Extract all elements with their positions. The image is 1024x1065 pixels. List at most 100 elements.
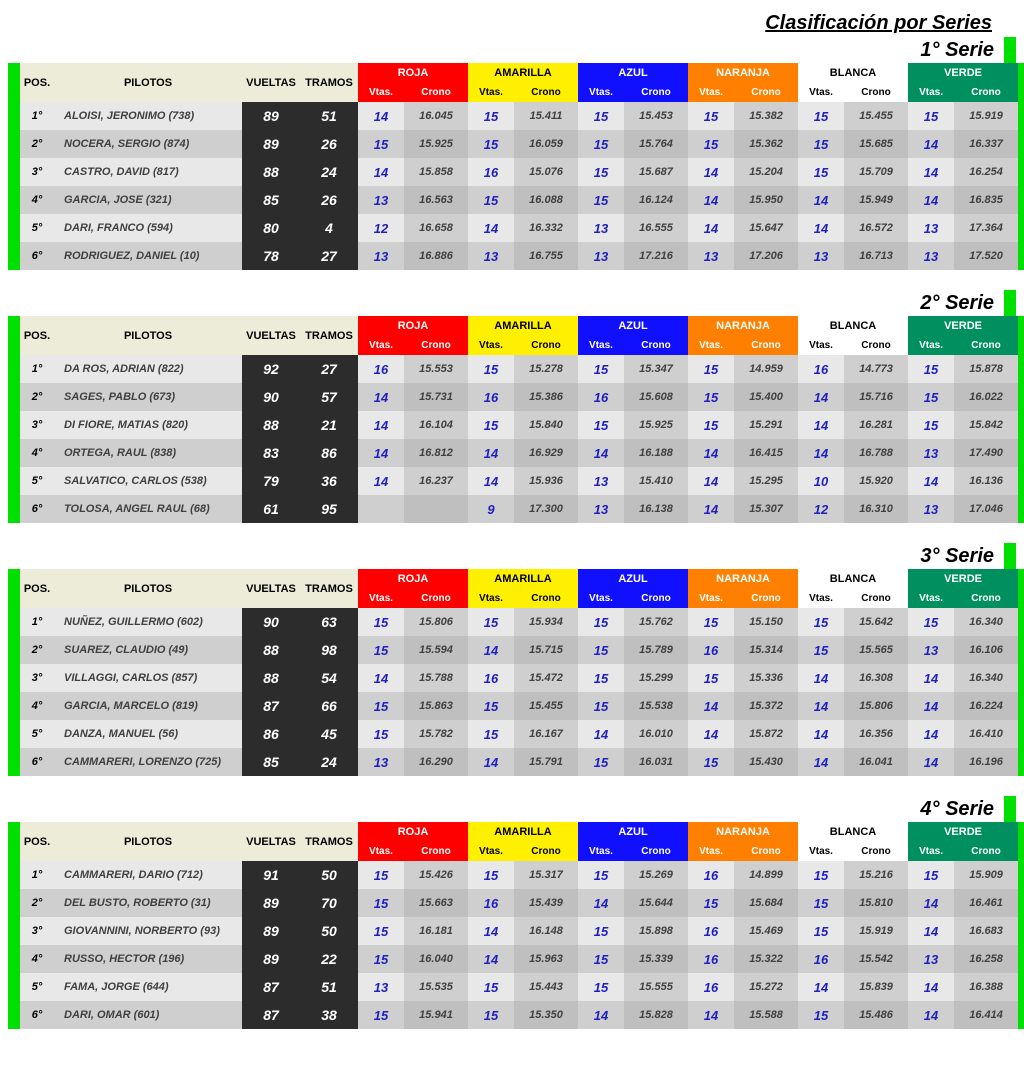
cell-crono: 16.237 [404,467,468,495]
edge-right [1018,692,1024,720]
cell-vtas: 16 [578,383,624,411]
edge-left [8,1001,20,1029]
hdr-crono-azul: Crono [624,842,688,861]
hdr-tramos: TRAMOS [300,316,358,355]
hdr-vtas-azul: Vtas. [578,842,624,861]
table-row: 5°SALVATICO, CARLOS (538)79361416.237141… [8,467,1024,495]
cell-vtas: 15 [358,889,404,917]
cell-crono: 16.713 [844,242,908,270]
table-row: 6°CAMMARERI, LORENZO (725)85241316.29014… [8,748,1024,776]
cell-vtas: 15 [578,355,624,383]
cell-crono: 16.835 [954,186,1018,214]
hdr-vtas-blanca: Vtas. [798,336,844,355]
cell-vtas: 14 [908,130,954,158]
table-row: 1°CAMMARERI, DARIO (712)91501515.4261515… [8,861,1024,889]
cell-pilot: DI FIORE, MATIAS (820) [54,411,242,439]
cell-pilot: VILLAGGI, CARLOS (857) [54,664,242,692]
hdr-lane-roja: ROJA [358,316,468,336]
edge-left [8,214,20,242]
cell-vtas: 15 [908,411,954,439]
cell-crono: 15.762 [624,608,688,636]
cell-crono: 15.685 [844,130,908,158]
cell-vtas: 16 [798,945,844,973]
cell-vtas: 14 [688,439,734,467]
cell-tramos: 21 [300,411,358,439]
cell-pilot: GIOVANNINI, NORBERTO (93) [54,917,242,945]
cell-vtas: 13 [908,636,954,664]
cell-vtas: 15 [798,889,844,917]
cell-vtas: 15 [798,608,844,636]
cell-crono: 16.124 [624,186,688,214]
hdr-crono-naranja: Crono [734,336,798,355]
edge-left [8,692,20,720]
results-table: POS.PILOTOSVUELTASTRAMOSROJAAMARILLAAZUL… [8,63,1024,270]
serie-block: 2° SeriePOS.PILOTOSVUELTASTRAMOSROJAAMAR… [8,290,1016,523]
cell-vueltas: 90 [242,383,300,411]
cell-crono: 16.106 [954,636,1018,664]
cell-tramos: 66 [300,692,358,720]
hdr-crono-amarilla: Crono [514,336,578,355]
hdr-crono-azul: Crono [624,83,688,102]
cell-vtas: 13 [908,214,954,242]
cell-crono: 16.022 [954,383,1018,411]
cell-crono: 15.295 [734,467,798,495]
table-row: 6°TOLOSA, ANGEL RAUL (68)6195917.3001316… [8,495,1024,523]
cell-vtas: 14 [798,692,844,720]
edge-left [8,822,20,861]
cell-vtas: 14 [468,467,514,495]
hdr-crono-amarilla: Crono [514,83,578,102]
edge-right [1018,63,1024,102]
cell-pilot: ORTEGA, RAUL (838) [54,439,242,467]
cell-crono: 15.858 [404,158,468,186]
table-row: 6°DARI, OMAR (601)87381515.9411515.35014… [8,1001,1024,1029]
edge-left [8,383,20,411]
cell-vtas: 14 [908,186,954,214]
edge-right [1018,355,1024,383]
edge-right [1018,411,1024,439]
hdr-crono-roja: Crono [404,589,468,608]
results-table: POS.PILOTOSVUELTASTRAMOSROJAAMARILLAAZUL… [8,316,1024,523]
cell-crono: 15.291 [734,411,798,439]
cell-vtas: 14 [688,495,734,523]
cell-vtas: 15 [798,636,844,664]
cell-crono: 15.307 [734,495,798,523]
cell-crono: 15.782 [404,720,468,748]
cell-vueltas: 83 [242,439,300,467]
cell-crono: 16.196 [954,748,1018,776]
cell-vueltas: 90 [242,608,300,636]
cell-vtas: 15 [798,861,844,889]
cell-vtas: 15 [908,355,954,383]
cell-crono: 16.308 [844,664,908,692]
cell-vtas: 14 [468,917,514,945]
cell-crono: 15.642 [844,608,908,636]
edge-right [1018,214,1024,242]
table-row: 5°DARI, FRANCO (594)8041216.6581416.3321… [8,214,1024,242]
cell-pilot: DA ROS, ADRIAN (822) [54,355,242,383]
cell-vtas: 13 [578,214,624,242]
cell-tramos: 27 [300,355,358,383]
cell-crono: 16.410 [954,720,1018,748]
cell-vtas: 14 [688,467,734,495]
cell-vtas: 14 [468,945,514,973]
cell-crono: 15.919 [954,102,1018,130]
cell-pilot: DARI, FRANCO (594) [54,214,242,242]
cell-crono: 16.167 [514,720,578,748]
cell-tramos: 26 [300,186,358,214]
cell-vtas: 15 [468,186,514,214]
cell-vtas: 14 [578,1001,624,1029]
cell-crono: 15.542 [844,945,908,973]
cell-crono: 16.555 [624,214,688,242]
cell-vtas: 15 [468,720,514,748]
cell-crono: 15.842 [954,411,1018,439]
cell-vtas: 10 [798,467,844,495]
cell-crono: 15.339 [624,945,688,973]
hdr-lane-verde: VERDE [908,822,1018,842]
cell-crono: 15.788 [404,664,468,692]
cell-crono: 16.461 [954,889,1018,917]
cell-crono: 16.388 [954,973,1018,1001]
cell-tramos: 86 [300,439,358,467]
edge-right [1018,945,1024,973]
edge-right [1018,242,1024,270]
cell-vtas: 13 [358,186,404,214]
hdr-crono-verde: Crono [954,336,1018,355]
